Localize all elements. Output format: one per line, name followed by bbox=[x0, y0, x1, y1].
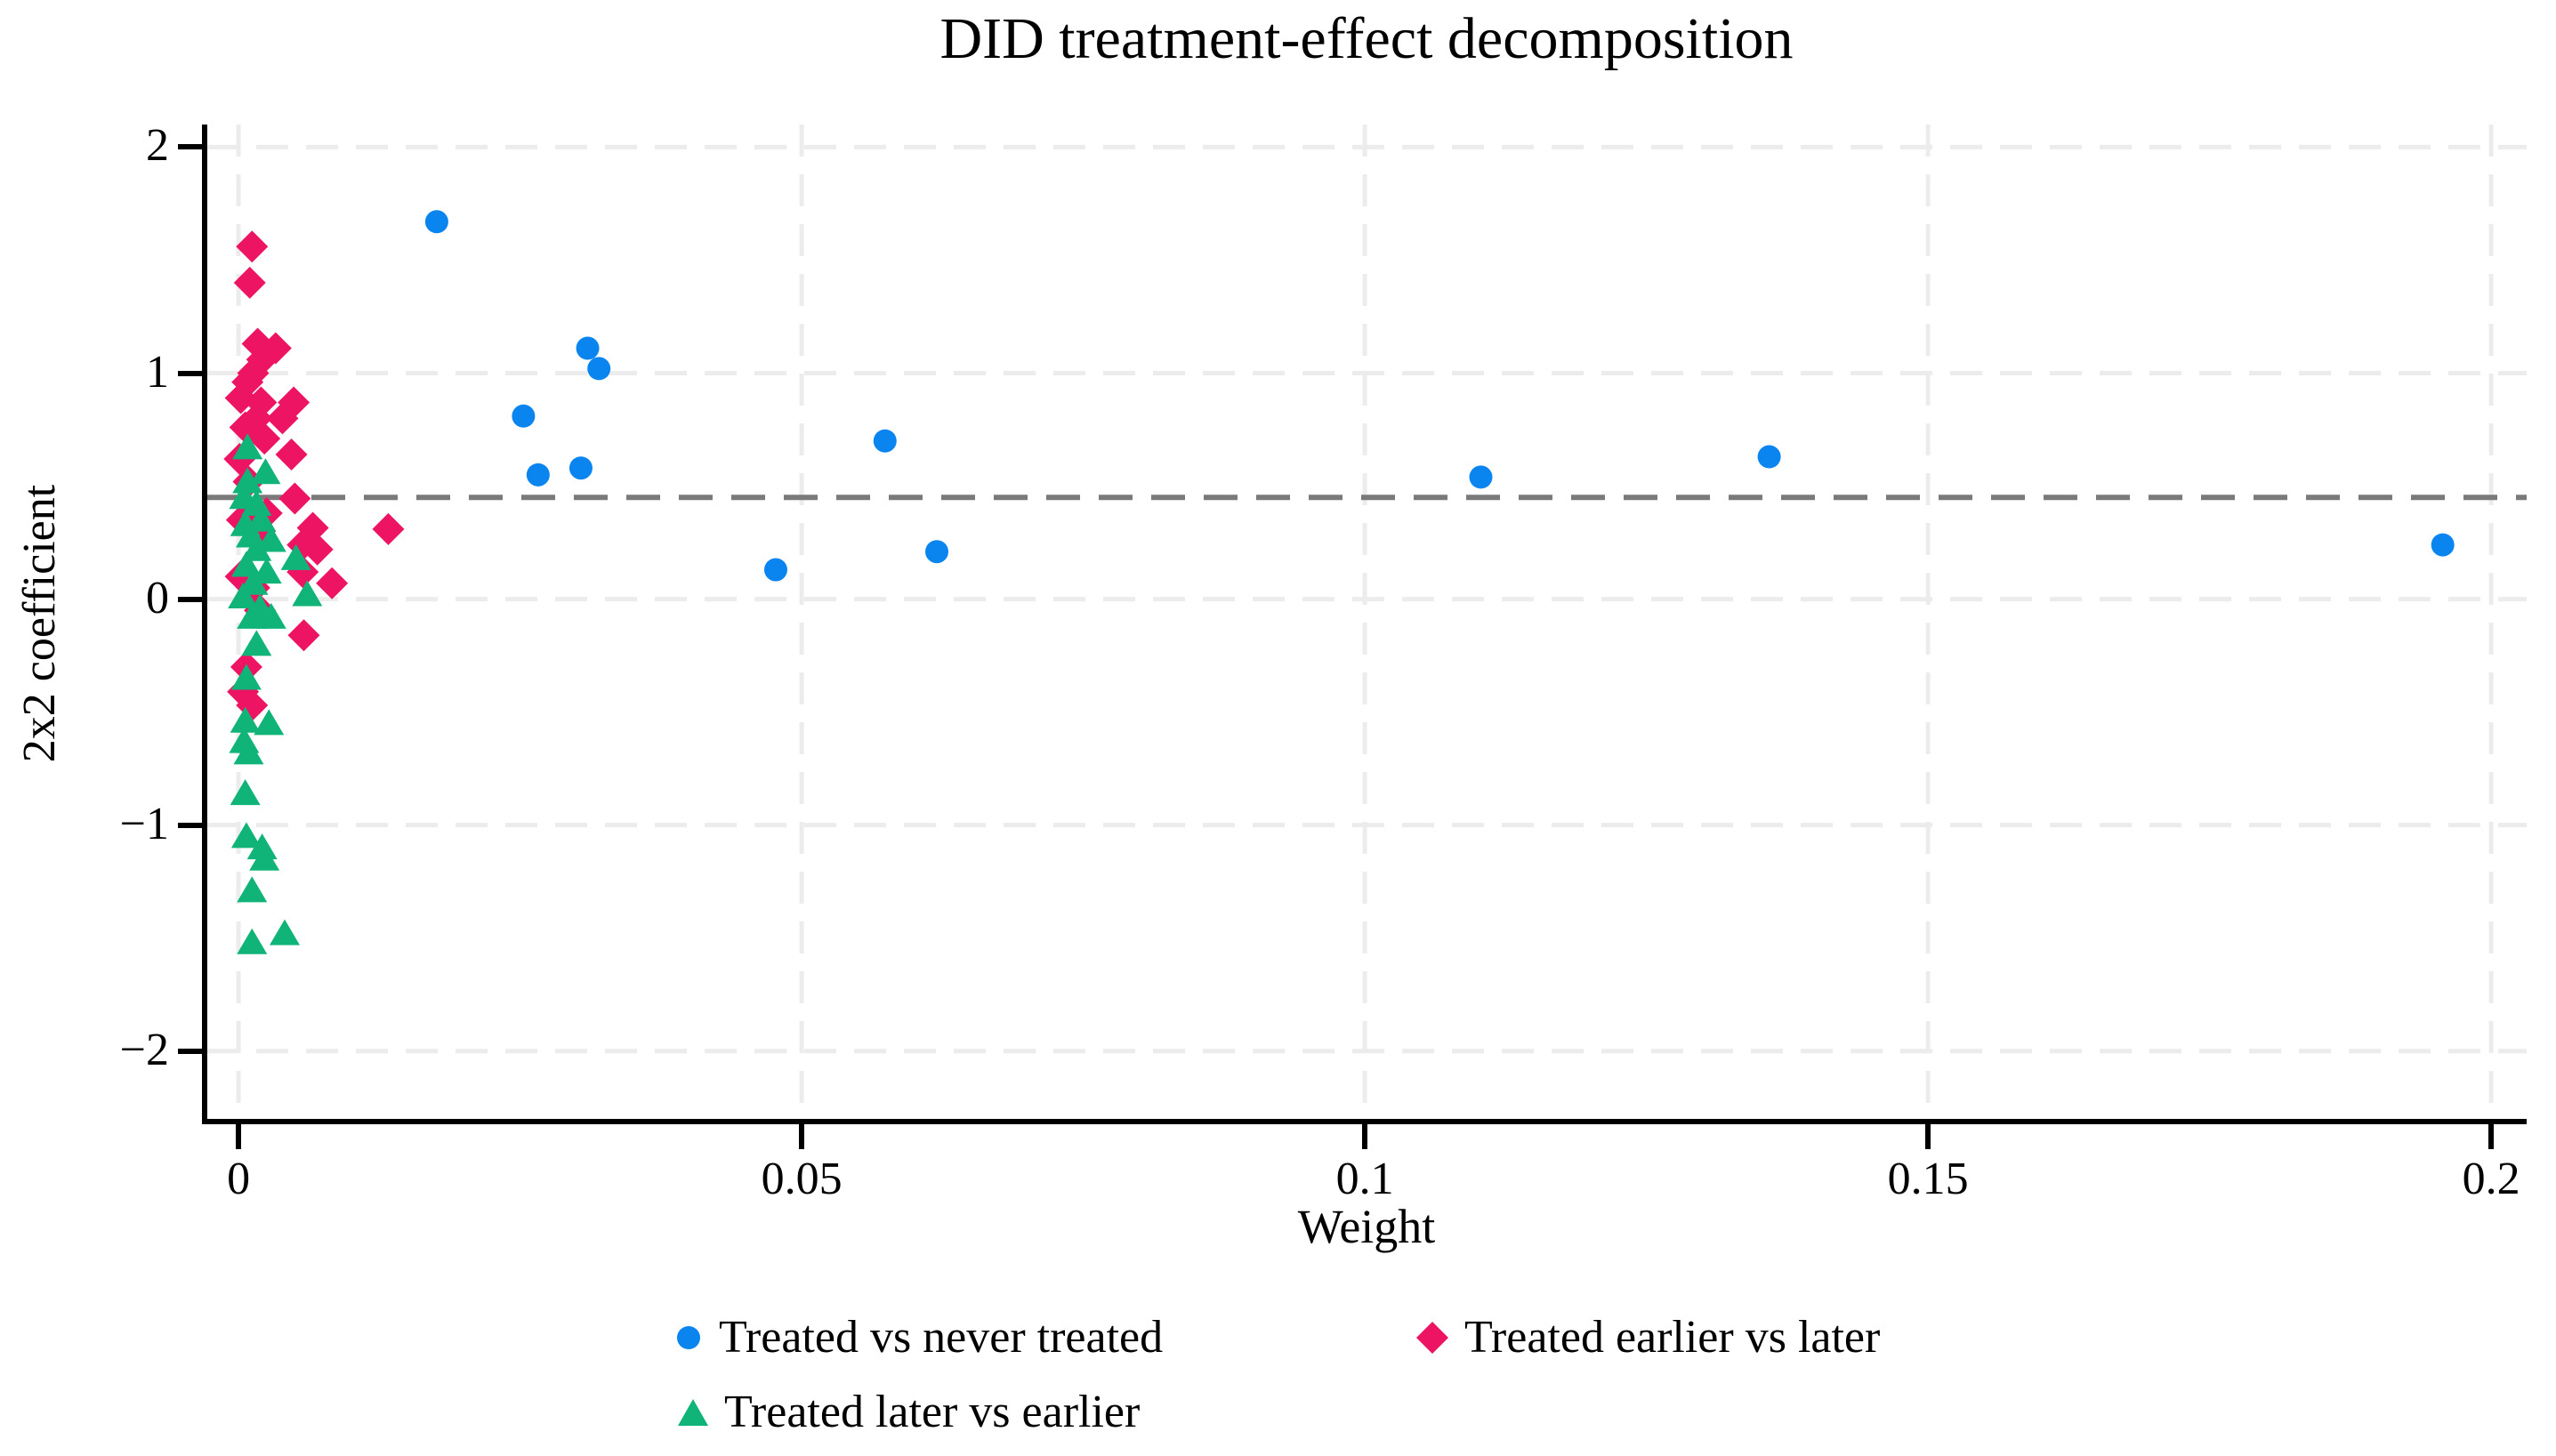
data-point-triangle bbox=[237, 876, 268, 903]
data-point-triangle bbox=[255, 526, 286, 552]
x-axis-line bbox=[202, 1119, 2527, 1124]
data-point-triangle bbox=[230, 779, 261, 806]
legend-item-later-vs-earlier: Treated later vs earlier bbox=[676, 1388, 1140, 1437]
data-point-triangle bbox=[230, 706, 261, 733]
data-point-triangle bbox=[228, 583, 259, 609]
data-point-triangle bbox=[233, 738, 264, 765]
y-tick-mark bbox=[178, 596, 203, 602]
data-point-circle bbox=[424, 210, 448, 234]
data-point-circle bbox=[568, 456, 593, 480]
x-tick-label: 0 bbox=[227, 1154, 251, 1204]
data-point-triangle bbox=[251, 558, 282, 584]
y-tick-mark bbox=[178, 370, 203, 376]
data-point-triangle bbox=[249, 844, 280, 871]
data-point-circle bbox=[526, 463, 550, 487]
y-axis-label: 2x2 coefficient bbox=[14, 484, 65, 763]
data-point-triangle bbox=[232, 433, 263, 460]
circle-legend-icon bbox=[677, 1326, 700, 1349]
y-tick-label: −2 bbox=[119, 1024, 169, 1075]
data-point-diamond bbox=[229, 411, 262, 444]
data-point-circle bbox=[1757, 445, 1781, 469]
x-tick-mark bbox=[236, 1124, 242, 1149]
data-point-triangle bbox=[269, 919, 300, 945]
legend-label: Treated earlier vs later bbox=[1464, 1312, 1881, 1363]
y-axis-line bbox=[202, 125, 207, 1124]
chart-title: DID treatment-effect decomposition bbox=[939, 6, 1794, 71]
x-tick-label: 0.05 bbox=[761, 1154, 843, 1204]
data-point-diamond bbox=[301, 533, 334, 566]
legend-label: Treated vs never treated bbox=[719, 1312, 1164, 1363]
data-point-circle bbox=[1469, 465, 1493, 489]
data-point-circle bbox=[512, 404, 536, 428]
data-point-triangle bbox=[230, 551, 262, 577]
data-point-triangle bbox=[241, 535, 272, 561]
data-point-diamond bbox=[275, 438, 308, 471]
y-tick-mark bbox=[178, 822, 203, 828]
data-point-triangle bbox=[230, 664, 262, 690]
y-tick-label: 0 bbox=[146, 572, 169, 623]
data-point-circle bbox=[925, 540, 949, 564]
triangle-legend-icon bbox=[678, 1399, 708, 1426]
data-point-triangle bbox=[232, 467, 263, 494]
y-tick-label: 1 bbox=[146, 346, 169, 398]
data-point-triangle bbox=[280, 543, 311, 570]
data-point-diamond bbox=[372, 512, 405, 545]
legend-label: Treated later vs earlier bbox=[724, 1387, 1141, 1437]
data-point-diamond bbox=[236, 230, 269, 263]
x-tick-mark bbox=[799, 1124, 805, 1149]
x-tick-mark bbox=[2488, 1124, 2495, 1149]
legend-item-never-treated: Treated vs never treated bbox=[673, 1313, 1163, 1363]
data-point-diamond bbox=[236, 689, 269, 722]
data-point-triangle bbox=[230, 822, 262, 849]
legend-item-earlier-vs-later: Treated earlier vs later bbox=[1415, 1313, 1880, 1363]
diamond-legend-icon bbox=[1416, 1322, 1448, 1354]
data-point-triangle bbox=[246, 833, 278, 860]
y-tick-mark bbox=[178, 1048, 203, 1054]
data-point-diamond bbox=[248, 422, 281, 455]
data-point-diamond bbox=[286, 556, 319, 589]
data-point-circle bbox=[587, 357, 611, 381]
x-tick-mark bbox=[1925, 1124, 1931, 1149]
data-point-diamond bbox=[278, 482, 311, 515]
y-tick-mark bbox=[178, 144, 203, 150]
data-point-triangle bbox=[292, 580, 323, 607]
data-point-triangle bbox=[237, 602, 268, 629]
data-point-circle bbox=[873, 429, 897, 453]
x-tick-label: 0.15 bbox=[1887, 1154, 1969, 1204]
data-point-triangle bbox=[255, 602, 286, 629]
x-tick-mark bbox=[1362, 1124, 1368, 1149]
data-point-circle bbox=[2431, 533, 2455, 557]
data-point-diamond bbox=[233, 266, 266, 299]
data-point-triangle bbox=[241, 489, 272, 516]
data-point-diamond bbox=[286, 528, 319, 561]
data-point-circle bbox=[576, 336, 600, 360]
data-point-diamond bbox=[266, 402, 299, 435]
data-point-triangle bbox=[241, 630, 272, 656]
data-point-diamond bbox=[316, 567, 349, 599]
y-tick-label: 2 bbox=[146, 120, 169, 172]
data-point-triangle bbox=[237, 928, 268, 954]
plot-svg bbox=[206, 125, 2527, 1119]
x-tick-label: 0.2 bbox=[2462, 1154, 2520, 1204]
data-point-triangle bbox=[250, 458, 281, 485]
data-point-diamond bbox=[287, 619, 320, 652]
data-point-circle bbox=[763, 558, 787, 582]
data-point-triangle bbox=[254, 709, 285, 736]
x-tick-label: 0.1 bbox=[1335, 1154, 1394, 1204]
x-axis-label: Weight bbox=[1297, 1200, 1436, 1253]
plot-area bbox=[206, 125, 2527, 1119]
y-tick-label: −1 bbox=[119, 798, 169, 849]
